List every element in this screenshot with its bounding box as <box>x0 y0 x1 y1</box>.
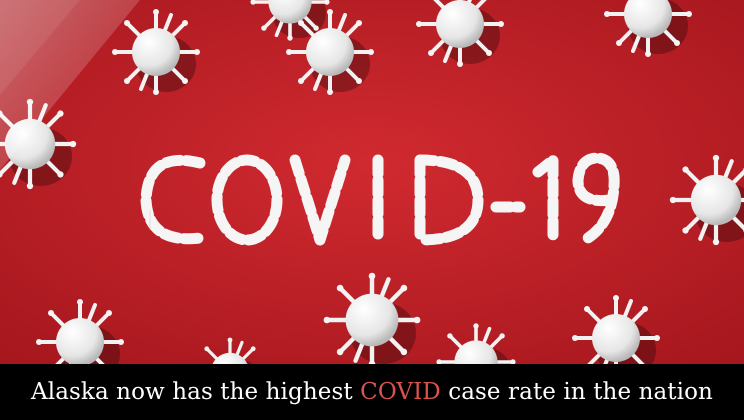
covid-photo <box>0 0 744 364</box>
caption-text-before: Alaska now has the highest <box>31 379 361 405</box>
pill-lettering <box>140 152 620 246</box>
caption-text-after: case rate in the nation <box>440 379 713 405</box>
headline-caption: Alaska now has the highest COVID case ra… <box>31 379 713 405</box>
caption-bar: Alaska now has the highest COVID case ra… <box>0 364 744 420</box>
caption-highlight: COVID <box>360 379 441 405</box>
